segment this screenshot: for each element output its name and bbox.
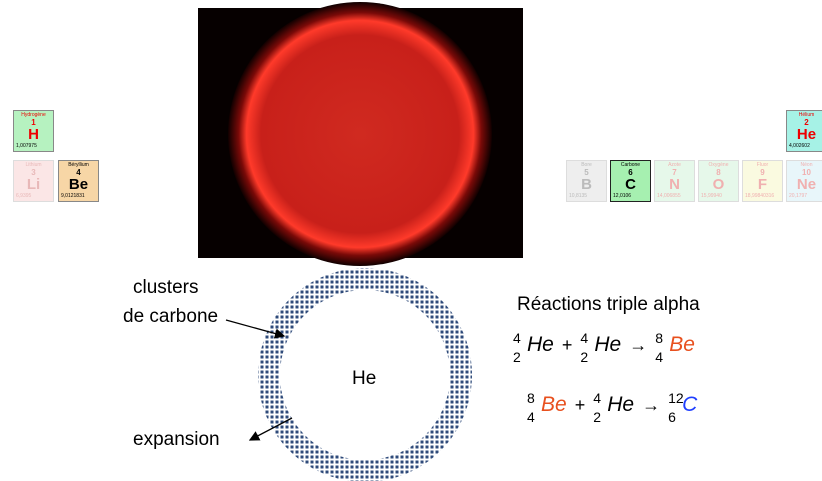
title: Réactions triple alpha [517, 294, 700, 315]
nuclide: 8 4 Be [527, 390, 567, 425]
element-name: Béryllium [68, 162, 89, 168]
element-cell: Lithium 3 Li 6,9395 [13, 160, 54, 202]
atomic-number: 4 [655, 349, 664, 365]
mass-number: 4 [593, 390, 601, 406]
element-symbol: N [669, 176, 680, 193]
element-mass: 14,006855 [657, 193, 681, 199]
element-cell: Fluor 9 F 18,99840316 [742, 160, 783, 202]
mass-number: 4 [580, 330, 589, 346]
element-name: Carbone [620, 162, 641, 168]
element-cell: Hydrogène 1 H 1,007975 [13, 110, 54, 152]
plus: + [574, 395, 586, 415]
element-mass: 18,99840316 [745, 193, 775, 199]
mass-number: 8 [527, 390, 535, 406]
plus: + [561, 335, 573, 355]
element-cell: Hélium 2 He 4,002602 [786, 110, 822, 152]
element-name: Hydrogène [21, 112, 46, 118]
element-mass: 9,0121831 [61, 193, 85, 199]
element-number: 2 [804, 118, 809, 127]
element-mass: 12,0106 [613, 193, 632, 199]
element-mass: 1,007975 [16, 143, 37, 149]
arrow [225, 319, 286, 339]
element-symbol: H [28, 126, 39, 143]
element-mass: 10,8135 [569, 193, 588, 199]
element-cell: Oxygène 8 O 15,99940 [698, 160, 739, 202]
element-symbol: O [712, 176, 725, 193]
symbol: Be [669, 333, 695, 356]
element-symbol: Be [68, 176, 89, 193]
nuclide: 4 2 He [593, 390, 635, 425]
element-number: 7 [672, 168, 677, 177]
mass-number: 4 [513, 330, 521, 346]
element-cell: Azote 7 N 14,006855 [654, 160, 695, 202]
equation: 4 2 He +4 2 He → 8 4 Be [513, 330, 695, 365]
element-symbol: F [757, 176, 768, 193]
label: de carbone [123, 306, 219, 327]
nuclide: 4 2 He [513, 330, 554, 365]
element-name: Bore [581, 162, 592, 168]
element-name: Azote [668, 162, 681, 168]
element-name: Fluor [756, 162, 769, 168]
element-name: Hélium [798, 112, 815, 118]
atomic-number: 2 [580, 349, 589, 365]
element-number: 4 [76, 168, 81, 177]
mass-number: 8 [655, 330, 664, 346]
arrow: → [642, 395, 661, 415]
sun [228, 2, 492, 266]
arrow: → [629, 335, 648, 355]
element-symbol: He [796, 126, 817, 143]
symbol: He [607, 393, 635, 416]
element-name: Oxygène [708, 162, 729, 168]
element-mass: 15,99940 [701, 193, 722, 199]
element-number: 6 [628, 168, 633, 177]
nuclide: 8 4 Be [655, 330, 695, 365]
element-symbol: Li [26, 176, 41, 193]
atomic-number: 2 [513, 349, 521, 365]
element-number: 10 [802, 168, 811, 177]
nuclide: 4 2 He [580, 330, 622, 365]
element-cell: Carbone 6 C 12,0106 [610, 160, 651, 202]
symbol: C [682, 393, 698, 416]
element-number: 9 [760, 168, 765, 177]
arrow [248, 417, 293, 441]
element-number: 5 [584, 168, 589, 177]
atomic-number: 4 [527, 409, 535, 425]
element-symbol: Ne [796, 176, 817, 193]
atomic-number: 2 [593, 409, 601, 425]
element-mass: 4,002602 [789, 143, 810, 149]
symbol: He [527, 333, 554, 356]
element-mass: 6,9395 [16, 193, 32, 199]
shell-ring [258, 268, 472, 481]
symbol: Be [541, 393, 567, 416]
element-cell: Bore 5 B 10,8135 [566, 160, 607, 202]
atomic-number: 6 [668, 409, 676, 425]
label: He [352, 368, 377, 389]
mass-number: 12 [668, 390, 684, 406]
element-name: Lithium [25, 162, 42, 168]
element-symbol: C [625, 176, 636, 193]
element-number: 1 [31, 118, 36, 127]
element-number: 8 [716, 168, 721, 177]
element-name: Néon [800, 162, 813, 168]
label: expansion [133, 429, 220, 450]
symbol: He [594, 333, 622, 356]
element-mass: 20,1797 [789, 193, 808, 199]
element-cell: Néon 10 Ne 20,1797 [786, 160, 822, 202]
equation: 8 4 Be +4 2 He → 12 6 C [527, 390, 698, 425]
element-number: 3 [31, 168, 36, 177]
element-cell: Béryllium 4 Be 9,0121831 [58, 160, 99, 202]
label: clusters [133, 277, 199, 298]
element-symbol: B [581, 176, 592, 193]
nuclide: 12 6 C [668, 390, 698, 425]
